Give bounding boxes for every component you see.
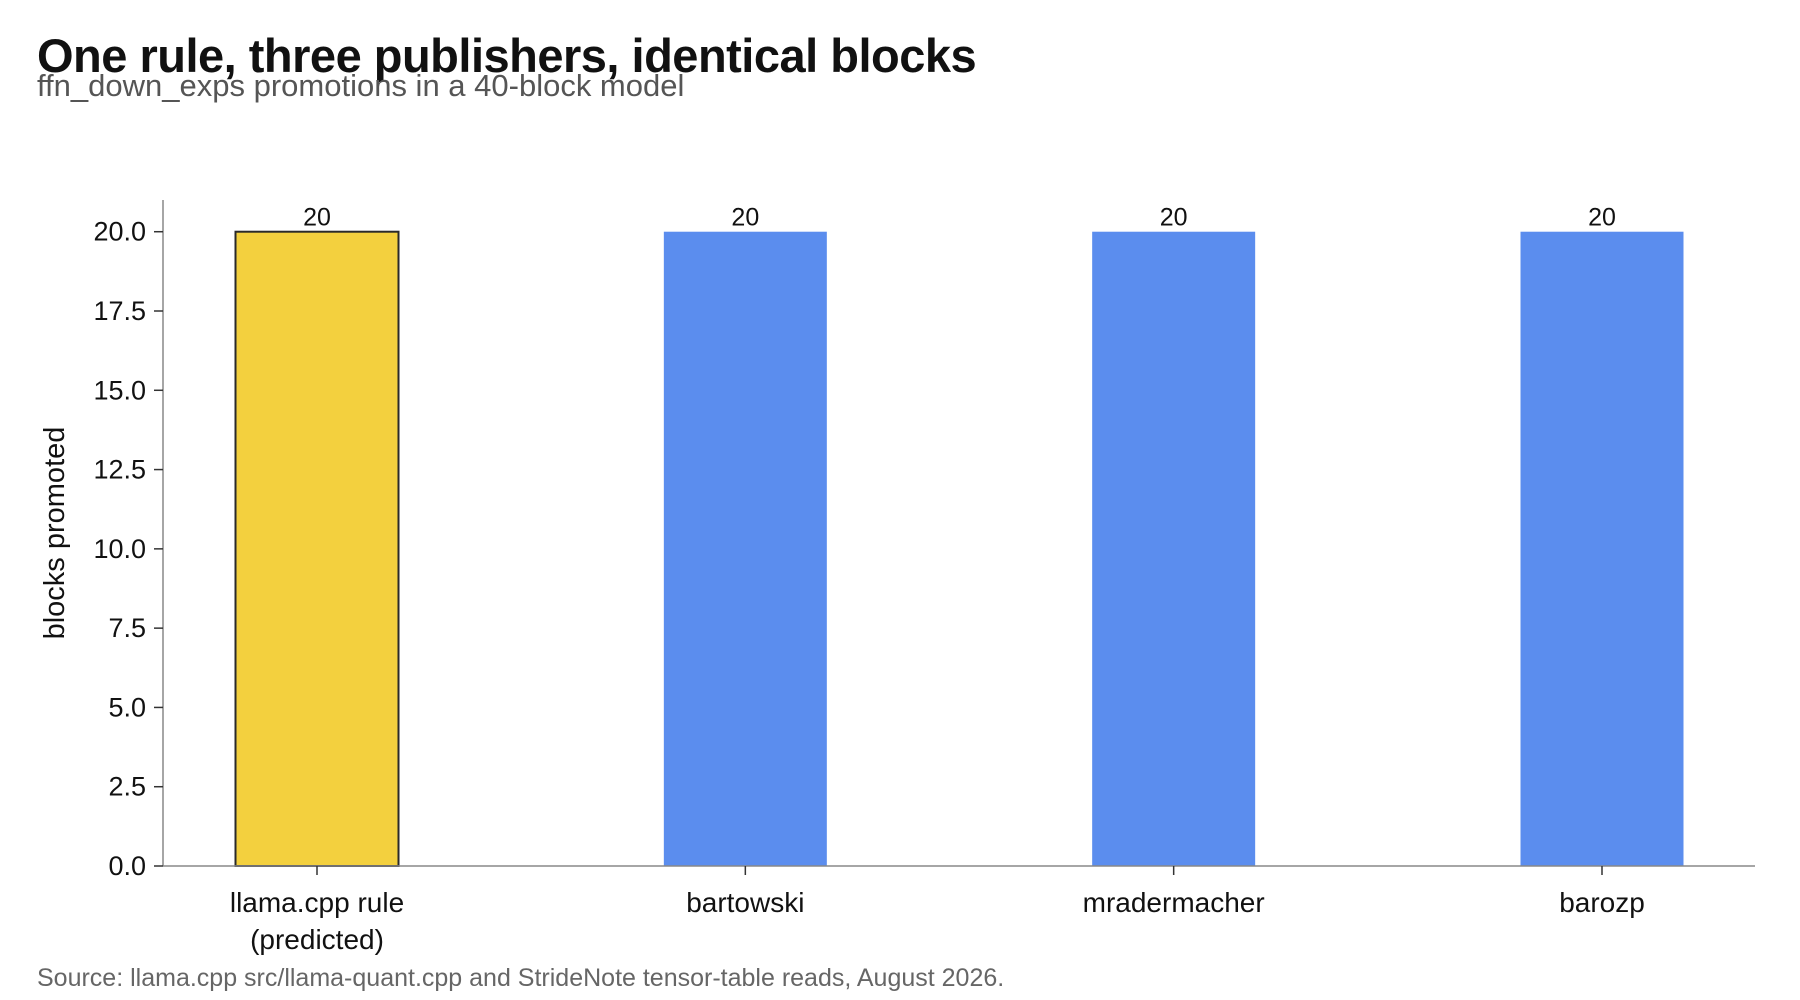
x-tick-label-2: bartowski xyxy=(686,887,804,918)
y-tick-label-4: 7.5 xyxy=(108,613,146,643)
chart-subtitle: ffn_down_exps promotions in a 40-block m… xyxy=(37,68,685,103)
source-note: Source: llama.cpp src/llama-quant.cpp an… xyxy=(37,964,1005,992)
x-tick-label-4-line-1: barozp xyxy=(1559,887,1645,918)
x-tick-label-1-line-2: (predicted) xyxy=(250,924,384,955)
data-label-2: 20 xyxy=(731,204,759,232)
y-tick-label-8: 17.5 xyxy=(93,296,146,326)
labels-layer: 20 20 20 20 0.0 2.5 5.0 7.5 10.0 12.5 15.0 17.5 20.0… xyxy=(39,204,1645,955)
axes-layer xyxy=(154,200,1755,875)
bar-4 xyxy=(1520,231,1684,866)
y-tick-label-6: 12.5 xyxy=(93,455,146,485)
y-tick-label-7: 15.0 xyxy=(93,375,146,405)
y-axis-title: blocks promoted xyxy=(39,427,71,640)
bar-2 xyxy=(663,231,827,866)
y-tick-label-1: 0.0 xyxy=(108,851,146,881)
data-label-3: 20 xyxy=(1160,204,1188,232)
data-label-1: 20 xyxy=(303,204,331,232)
bars-layer xyxy=(234,230,1684,867)
data-label-4: 20 xyxy=(1588,204,1616,232)
x-tick-label-1-line-1: llama.cpp rule xyxy=(230,887,404,918)
y-tick-label-9: 20.0 xyxy=(93,217,146,247)
bar-3 xyxy=(1092,231,1256,866)
bar-1 xyxy=(234,230,400,867)
y-tick-label-3: 5.0 xyxy=(108,692,146,722)
y-tick-label-2: 2.5 xyxy=(108,772,146,802)
x-tick-label-1: llama.cpp rule (predicted) xyxy=(230,887,404,955)
x-tick-label-3-line-1: mradermacher xyxy=(1083,887,1265,918)
chart-title: One rule, three publishers, identical bl… xyxy=(37,29,977,82)
x-tick-label-2-line-1: bartowski xyxy=(686,887,804,918)
y-tick-label-5: 10.0 xyxy=(93,534,146,564)
x-tick-label-4: barozp xyxy=(1559,887,1645,918)
x-tick-label-3: mradermacher xyxy=(1083,887,1265,918)
